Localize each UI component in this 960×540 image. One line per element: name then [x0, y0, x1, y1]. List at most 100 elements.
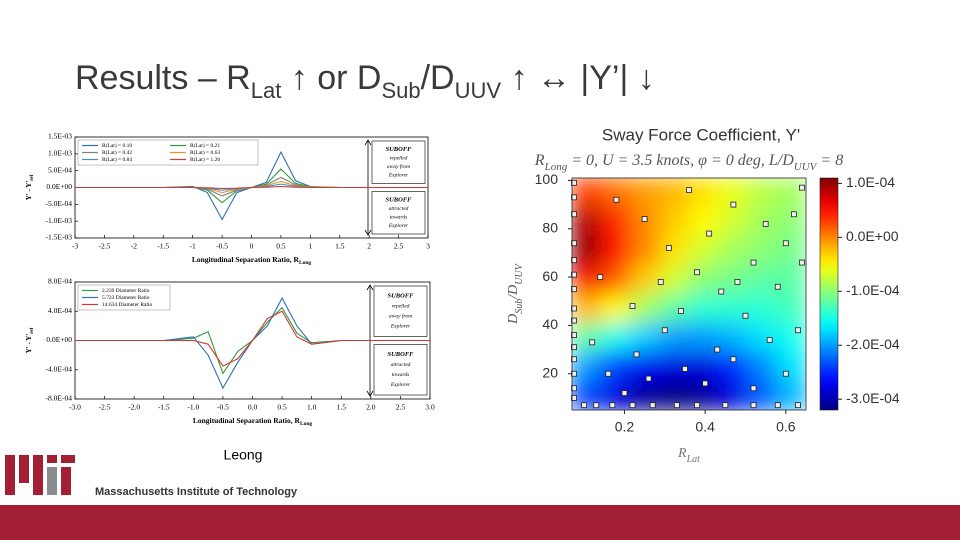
sample-point — [782, 370, 789, 377]
annotation-text: towards — [390, 214, 408, 220]
heat-clip-group — [572, 178, 806, 410]
sample-point — [702, 380, 709, 387]
text-part: Y' - Y' — [25, 181, 33, 201]
sample-point — [571, 332, 577, 338]
text-part: Longitudinal Separation Ratio, R — [193, 416, 301, 425]
y-tick-label: 80 — [542, 219, 558, 235]
annotation-text: SUBOFF — [385, 196, 412, 203]
heat-cell — [572, 264, 602, 295]
colorbar — [819, 177, 839, 411]
heat-cell — [630, 235, 661, 266]
heat-cell — [747, 322, 778, 353]
sample-point — [694, 402, 700, 409]
sample-point — [750, 385, 757, 392]
colorbar-label: 0.0E+00 — [846, 228, 899, 244]
heat-cell — [776, 178, 806, 208]
sample-point — [571, 194, 577, 201]
sample-point — [605, 370, 612, 377]
x-tick-label: -2.0 — [128, 403, 140, 412]
heat-cell — [688, 293, 719, 324]
heat-cell — [600, 264, 631, 295]
heat-cell — [776, 380, 806, 410]
sample-point — [673, 402, 680, 409]
sample-point — [790, 211, 797, 218]
logo-bar — [61, 467, 71, 495]
sample-point — [621, 390, 628, 396]
x-tick-label: 2.0 — [366, 403, 376, 412]
sample-point — [718, 288, 725, 295]
y-tick-label: 4.0E-04 — [48, 306, 72, 315]
sample-point — [665, 245, 672, 251]
x-tick-label: 0.5 — [277, 403, 287, 412]
sample-point — [661, 327, 668, 334]
sample-point — [706, 230, 713, 237]
heat-cell — [630, 322, 661, 353]
chart-subtitle: RLong = 0, U = 3.5 knots, φ = 0 deg, L/D… — [534, 152, 843, 173]
annotation-text: Explorer — [390, 382, 411, 388]
sample-point — [799, 184, 805, 191]
x-tick-label: -2.5 — [99, 403, 111, 412]
sample-point — [686, 187, 692, 193]
logo-bar — [47, 455, 57, 463]
x-tick-label: -1.5 — [158, 403, 170, 412]
x-axis-label: RLat — [677, 446, 700, 465]
sample-point — [694, 269, 700, 276]
heat-cell — [688, 322, 719, 353]
x-tick-label: 0.5 — [276, 242, 286, 251]
heat-cell — [600, 235, 631, 266]
text-part: D — [506, 314, 521, 325]
arrow-head — [364, 229, 372, 236]
mit-logo — [5, 455, 75, 495]
heat-cell — [747, 178, 778, 208]
sample-point — [613, 196, 620, 203]
logo-bar — [5, 455, 15, 495]
sample-point — [730, 356, 737, 363]
heat-cell — [776, 322, 806, 353]
annotation-box — [373, 285, 428, 337]
subscript: UUV — [794, 161, 818, 173]
heat-cell — [747, 351, 778, 382]
sample-point — [649, 402, 656, 409]
sample-point — [641, 216, 648, 222]
y-tick-label: -5.0E-04 — [46, 199, 73, 208]
sample-point — [766, 337, 773, 343]
x-tick-label: -3.0 — [69, 403, 81, 412]
sample-point — [571, 240, 577, 247]
heat-cell — [659, 264, 690, 295]
x-tick-label: 3 — [426, 242, 430, 251]
x-tick-label: -2.5 — [98, 242, 110, 251]
annotation-box — [373, 344, 428, 396]
slide-title: Results – RLat ↑ or DSub/DUUV ↑ ↔ |Y’| ↓ — [75, 59, 655, 103]
y-axis-label: Y' - Y'ref — [25, 174, 35, 200]
sample-point — [734, 279, 741, 285]
y-tick-label: 20 — [542, 364, 558, 380]
sample-point — [593, 402, 600, 409]
y-axis-label: Y' - Y'ref — [25, 327, 35, 353]
sample-point — [571, 271, 577, 278]
legend-label: R(Lat) = 0.21 — [190, 142, 220, 149]
colorbar-label: -2.0E-04 — [846, 336, 900, 352]
x-tick-label: 0.0 — [248, 403, 258, 412]
x-tick-label: 2.5 — [396, 403, 406, 412]
sample-point — [742, 312, 749, 319]
annotation-text: Explorer — [388, 223, 409, 229]
series-line — [75, 185, 428, 190]
annotation-text: attracted — [391, 362, 411, 368]
heat-cell — [600, 206, 631, 237]
x-tick-label: -1.5 — [157, 242, 169, 251]
text-part: = 0, U = 3.5 knots, φ = 0 deg, L/D — [567, 152, 794, 169]
annotation-box — [371, 140, 426, 184]
sample-point — [750, 259, 757, 266]
heat-cell — [688, 178, 719, 208]
heat-cell — [776, 264, 806, 295]
sample-point — [629, 402, 636, 409]
heat-cell — [747, 264, 778, 295]
sample-point — [730, 201, 737, 208]
sample-point — [629, 303, 636, 309]
sample-point — [795, 327, 801, 334]
text-part: ↑ ↔ |Y’| ↓ — [501, 59, 655, 97]
legend-label: 2.239 Diameter Ratio — [102, 288, 150, 294]
logo-bar — [19, 455, 29, 483]
x-axis-label: Longitudinal Separation Ratio, RLong — [193, 416, 313, 428]
sample-point — [714, 346, 721, 353]
